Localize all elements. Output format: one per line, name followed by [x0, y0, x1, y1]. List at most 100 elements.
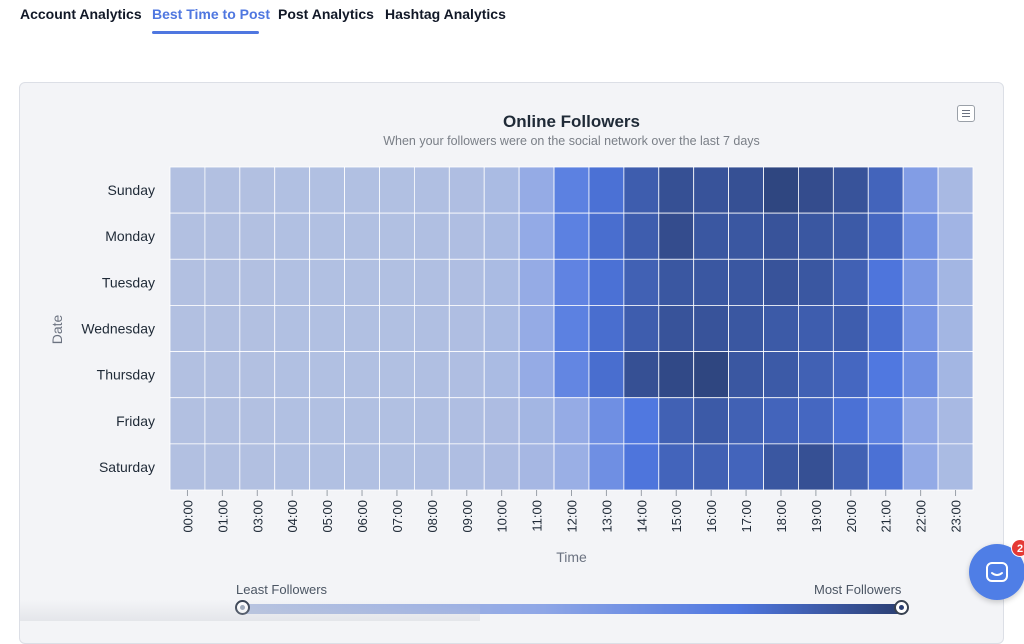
heatmap-cell[interactable] [239, 166, 276, 214]
heatmap-cell[interactable] [658, 305, 695, 352]
heatmap-cell[interactable] [518, 212, 555, 260]
heatmap-cell[interactable] [867, 258, 904, 306]
heatmap-cell[interactable] [588, 305, 625, 352]
heatmap-cell[interactable] [379, 351, 415, 399]
heatmap-cell[interactable] [937, 305, 974, 352]
heatmap-cell[interactable] [379, 305, 415, 352]
heatmap-cell[interactable] [937, 166, 974, 214]
heatmap-cell[interactable] [379, 258, 415, 306]
heatmap-cell[interactable] [658, 443, 695, 491]
heatmap-cell[interactable] [902, 305, 939, 352]
heatmap-cell[interactable] [728, 351, 764, 399]
heatmap-cell[interactable] [204, 305, 241, 352]
heatmap-cell[interactable] [239, 305, 276, 352]
heatmap-cell[interactable] [763, 258, 799, 306]
heatmap-cell[interactable] [169, 166, 206, 214]
heatmap-cell[interactable] [728, 258, 764, 306]
heatmap-cell[interactable] [763, 212, 799, 260]
heatmap-cell[interactable] [693, 397, 730, 445]
heatmap-cell[interactable] [309, 212, 345, 260]
heatmap-cell[interactable] [553, 397, 590, 445]
heatmap-cell[interactable] [483, 443, 520, 491]
heatmap-cell[interactable] [239, 351, 276, 399]
heatmap-cell[interactable] [379, 166, 415, 214]
tab-hashtag-analytics[interactable]: Hashtag Analytics [385, 6, 506, 22]
heatmap-cell[interactable] [902, 397, 939, 445]
heatmap-cell[interactable] [832, 166, 869, 214]
heatmap-cell[interactable] [658, 212, 695, 260]
heatmap-cell[interactable] [309, 443, 345, 491]
heatmap-cell[interactable] [204, 166, 241, 214]
heatmap-cell[interactable] [169, 443, 206, 491]
heatmap-cell[interactable] [832, 351, 869, 399]
heatmap-cell[interactable] [832, 443, 869, 491]
heatmap-cell[interactable] [798, 212, 834, 260]
heatmap-cell[interactable] [937, 351, 974, 399]
heatmap-cell[interactable] [483, 305, 520, 352]
tab-account-analytics[interactable]: Account Analytics [20, 6, 142, 22]
heatmap-cell[interactable] [274, 258, 311, 306]
heatmap-cell[interactable] [344, 166, 380, 214]
heatmap-cell[interactable] [309, 166, 345, 214]
heatmap-cell[interactable] [763, 166, 799, 214]
heatmap-cell[interactable] [309, 397, 345, 445]
tab-post-analytics[interactable]: Post Analytics [278, 6, 374, 22]
heatmap-cell[interactable] [413, 351, 450, 399]
heatmap-cell[interactable] [832, 212, 869, 260]
heatmap-cell[interactable] [413, 443, 450, 491]
heatmap-cell[interactable] [902, 351, 939, 399]
heatmap-cell[interactable] [693, 166, 730, 214]
heatmap-cell[interactable] [344, 212, 380, 260]
heatmap-cell[interactable] [448, 443, 485, 491]
heatmap-cell[interactable] [413, 397, 450, 445]
heatmap-cell[interactable] [623, 443, 660, 491]
heatmap-cell[interactable] [553, 166, 590, 214]
heatmap-cell[interactable] [623, 305, 660, 352]
heatmap-cell[interactable] [344, 397, 380, 445]
heatmap-cell[interactable] [239, 212, 276, 260]
heatmap-cell[interactable] [309, 258, 345, 306]
heatmap-cell[interactable] [658, 258, 695, 306]
heatmap-cell[interactable] [518, 443, 555, 491]
heatmap-cell[interactable] [588, 351, 625, 399]
heatmap-cell[interactable] [798, 443, 834, 491]
heatmap-cell[interactable] [658, 351, 695, 399]
heatmap-cell[interactable] [274, 166, 311, 214]
heatmap-cell[interactable] [483, 397, 520, 445]
heatmap-cell[interactable] [937, 397, 974, 445]
heatmap-cell[interactable] [204, 212, 241, 260]
heatmap-cell[interactable] [588, 212, 625, 260]
heatmap-cell[interactable] [832, 397, 869, 445]
heatmap-cell[interactable] [693, 305, 730, 352]
heatmap-cell[interactable] [763, 443, 799, 491]
heatmap-cell[interactable] [274, 351, 311, 399]
heatmap-cell[interactable] [867, 212, 904, 260]
heatmap-cell[interactable] [902, 212, 939, 260]
heatmap-cell[interactable] [763, 351, 799, 399]
heatmap-cell[interactable] [344, 351, 380, 399]
heatmap-cell[interactable] [239, 443, 276, 491]
heatmap-cell[interactable] [867, 166, 904, 214]
heatmap-cell[interactable] [798, 258, 834, 306]
heatmap-cell[interactable] [413, 258, 450, 306]
heatmap-cell[interactable] [937, 443, 974, 491]
heatmap-cell[interactable] [902, 258, 939, 306]
heatmap-cell[interactable] [798, 305, 834, 352]
heatmap-cell[interactable] [413, 212, 450, 260]
heatmap-cell[interactable] [274, 212, 311, 260]
heatmap-cell[interactable] [867, 397, 904, 445]
heatmap-cell[interactable] [798, 351, 834, 399]
heatmap-cell[interactable] [483, 212, 520, 260]
heatmap-cell[interactable] [169, 212, 206, 260]
heatmap-cell[interactable] [483, 258, 520, 306]
heatmap-cell[interactable] [448, 258, 485, 306]
heatmap-cell[interactable] [588, 166, 625, 214]
heatmap-cell[interactable] [448, 212, 485, 260]
heatmap-cell[interactable] [902, 166, 939, 214]
heatmap-cell[interactable] [518, 166, 555, 214]
legend-max-handle[interactable] [894, 600, 909, 615]
heatmap-cell[interactable] [623, 212, 660, 260]
heatmap-cell[interactable] [413, 305, 450, 352]
heatmap-cell[interactable] [344, 305, 380, 352]
heatmap-cell[interactable] [169, 258, 206, 306]
